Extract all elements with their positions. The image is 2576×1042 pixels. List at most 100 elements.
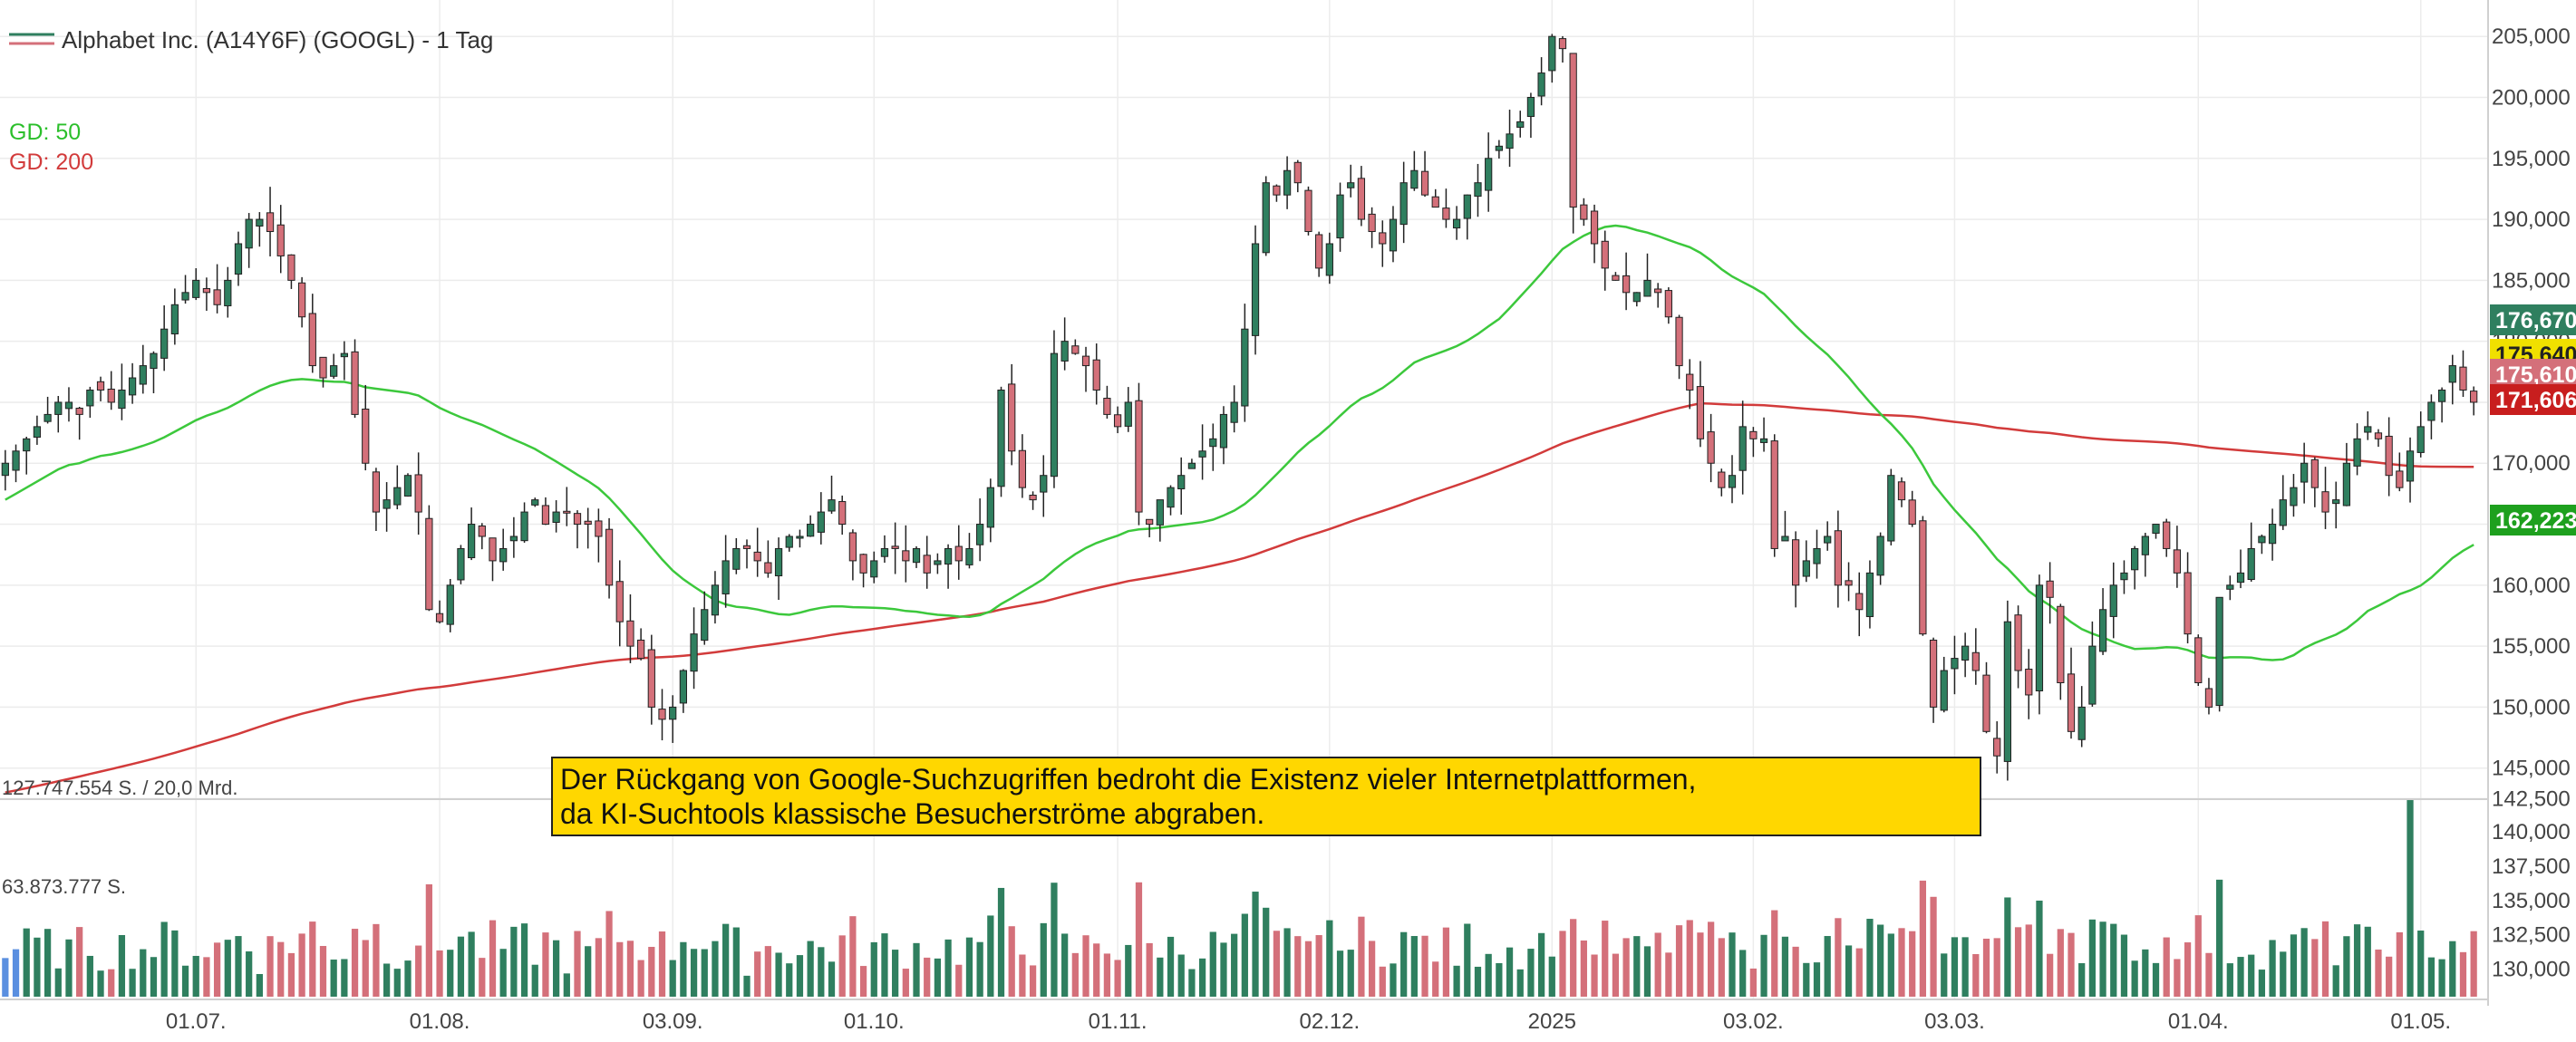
candle-down [2374, 432, 2383, 439]
volume-bar-up [1410, 936, 1418, 997]
volume-bar-up [1729, 932, 1736, 997]
volume-bar-down [351, 929, 359, 997]
candle-down [2321, 491, 2329, 513]
candle-down [2163, 521, 2171, 549]
volume-bar-down [924, 957, 931, 997]
volume-bar-up [743, 975, 751, 997]
volume-bar-up [1803, 962, 1810, 997]
candle-up [1410, 169, 1419, 189]
volume-bar-down [2396, 931, 2403, 997]
volume-bar-up [2078, 963, 2086, 997]
candle-up [965, 547, 973, 565]
volume-bar-down [1602, 921, 1609, 997]
candle-up [2109, 584, 2117, 617]
volume-bar-up [44, 929, 52, 997]
volume-bar-down [1675, 925, 1683, 997]
volume-bar-down [2025, 924, 2032, 997]
candle-down [605, 528, 614, 586]
candle-down [742, 545, 751, 549]
candle-down [1696, 386, 1705, 439]
volume-bar-up [1887, 933, 1894, 997]
candle-down [2470, 391, 2478, 403]
candle-up [997, 389, 1005, 487]
candle-up [1526, 96, 1535, 118]
volume-bar-up [775, 952, 782, 997]
candle-up [33, 426, 42, 439]
candle-up [118, 389, 126, 410]
volume-bar-down [955, 964, 963, 997]
volume-bar-down [2321, 921, 2329, 997]
candle-up [711, 584, 720, 616]
volume-bar-down [1972, 954, 1980, 997]
volume-bar-up [1474, 966, 1482, 997]
volume-bar-down [1082, 935, 1089, 997]
volume-tick-label: 135,000 [2492, 889, 2571, 913]
price-tag-label: 171,606 [2495, 388, 2576, 413]
volume-bar-down [1114, 960, 1121, 997]
volume-bar-down [309, 921, 316, 997]
candle-up [2300, 462, 2309, 483]
volume-bar-up [807, 941, 814, 997]
candle-up [150, 352, 158, 370]
candle-down [753, 551, 761, 562]
volume-bar-up [447, 950, 454, 997]
volume-bar-down [1432, 961, 1439, 997]
volume-bar-up [1263, 907, 1270, 997]
volume-bar-up [457, 936, 465, 997]
volume-bar-down [319, 946, 327, 997]
volume-bar-up [468, 931, 475, 997]
volume-bar-down [76, 927, 83, 997]
volume-bar-up [1125, 944, 1132, 997]
candle-down [902, 550, 910, 562]
volume-bar-up [2427, 957, 2436, 997]
volume-bar-down [425, 883, 432, 997]
volume-tick-label: 140,000 [2492, 820, 2571, 844]
volume-bar-up [680, 941, 687, 997]
candle-down [425, 517, 433, 611]
volume-bar-up [2, 958, 9, 997]
volume-bar-up [669, 960, 676, 997]
candle-down [1029, 494, 1037, 501]
candle-up [2141, 535, 2149, 555]
candle-down [1601, 240, 1609, 269]
candle-down [1919, 520, 1927, 635]
candle-down [1368, 213, 1376, 233]
volume-bar-up [86, 955, 93, 997]
candle-up [1961, 645, 1970, 661]
candle-up [817, 511, 825, 533]
indicator-sma200-label[interactable]: GD: 200 [9, 150, 93, 175]
volume-bar-up [965, 937, 973, 997]
candle-down [1569, 53, 1577, 208]
volume-bar-up [2110, 923, 2117, 997]
candle-up [170, 304, 179, 335]
time-tick-label: 03.03. [1924, 1009, 1985, 1034]
volume-bar-up [531, 964, 538, 997]
candle-up [2215, 596, 2223, 707]
candle-up [181, 292, 189, 301]
candle-up [1951, 658, 1959, 670]
volume-bar-up [1231, 933, 1238, 997]
volume-bar-down [1146, 942, 1153, 997]
volume-bar-up [1813, 962, 1821, 997]
candle-down [1590, 210, 1599, 245]
indicator-sma50-label[interactable]: GD: 50 [9, 120, 81, 145]
volume-bar-up [1506, 947, 1514, 997]
candle-down [1379, 232, 1387, 245]
volume-bar-up [786, 963, 793, 997]
volume-bar-up [1485, 953, 1492, 997]
price-tick-label: 200,000 [2492, 85, 2571, 110]
volume-bar-down [1686, 920, 1693, 997]
time-tick-label: 03.09. [643, 1009, 703, 1034]
volume-bar-up [2280, 951, 2287, 997]
candle-up [679, 670, 688, 704]
volume-bar-down [2386, 956, 2393, 997]
candle-up [160, 328, 169, 359]
candle-down [2067, 673, 2076, 732]
candle-up [880, 547, 889, 557]
volume-bar-up [2407, 800, 2414, 997]
volume-bar-up [1845, 945, 1853, 997]
volume-bar-up [1516, 969, 1524, 997]
price-tag [2490, 304, 2576, 335]
chart-title[interactable]: Alphabet Inc. (A14Y6F) (GOOGL) - 1 Tag [62, 26, 493, 53]
candle-up [732, 547, 741, 570]
